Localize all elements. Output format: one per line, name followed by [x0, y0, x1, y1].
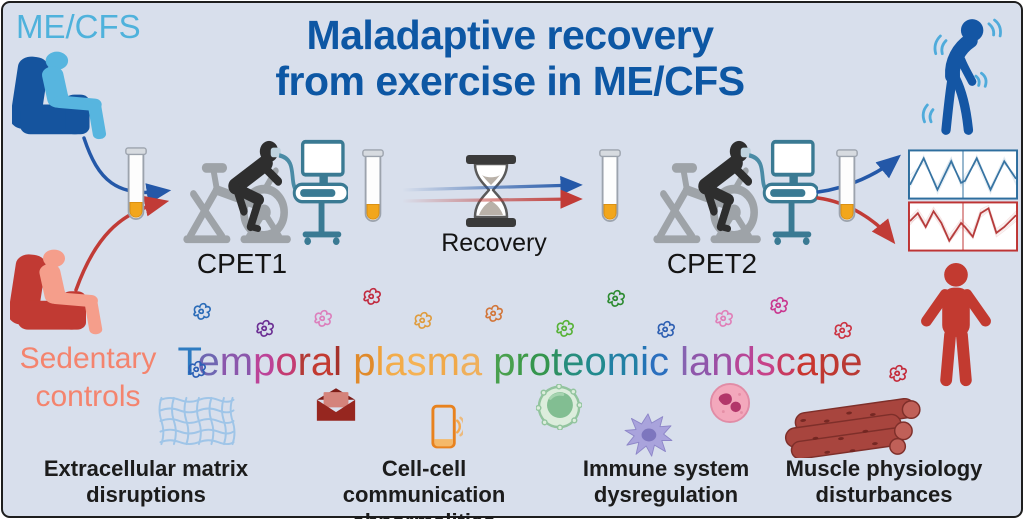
protein-squiggle-icon — [713, 307, 734, 328]
protein-squiggle-icon — [832, 319, 853, 340]
hourglass-icon — [466, 155, 516, 227]
dendritic-cell-icon — [624, 413, 673, 457]
sedentary-cohort-label: Sedentary controls — [2, 340, 174, 415]
lymphocyte-icon — [536, 384, 582, 430]
protein-squiggle-icon — [191, 300, 212, 321]
sedentary-label-line1: Sedentary — [19, 342, 157, 375]
figure-title-line2: from exercise in ME/CFS — [275, 58, 745, 105]
fatigued-person-icon — [921, 18, 1002, 135]
mecfs-cohort-label: ME/CFS — [16, 8, 141, 45]
blood-sample-tube-icon — [598, 148, 622, 235]
cpet1-label: CPET1 — [196, 248, 288, 279]
extracellular-matrix-mesh-icon — [158, 396, 236, 446]
protein-squiggle-icon — [186, 358, 207, 379]
protein-squiggle-icon — [768, 294, 789, 315]
protein-squiggle-icon — [312, 307, 333, 328]
healthy-standing-person-icon — [921, 262, 991, 387]
outcome-label-cell-communication: Cell-cell communication abnormalities — [342, 456, 506, 519]
outcome-label-extracellular-matrix: Extracellular matrix disruptions — [43, 456, 249, 508]
sedentary-label-line2: controls — [35, 379, 141, 413]
figure-title-line1: Maladaptive recovery — [306, 12, 714, 58]
blue-trajectories-chart-icon — [908, 149, 1018, 200]
proteomic-landscape-headline: Temporal plasma proteomic landscape — [177, 340, 863, 384]
cpet2-label: CPET2 — [666, 248, 758, 279]
recovery-label: Recovery — [441, 229, 547, 257]
eosinophil-icon — [709, 382, 751, 424]
blood-sample-tube-icon — [361, 148, 385, 235]
cpet2-bike-and-metabolic-cart-icon — [650, 138, 818, 246]
protein-squiggle-icon — [483, 302, 504, 323]
blood-sample-tube-icon — [835, 148, 859, 235]
protein-squiggle-icon — [554, 317, 575, 338]
armchair-control-icon — [10, 248, 110, 340]
armchair-patient-icon — [12, 50, 114, 145]
protein-squiggle-icon — [655, 318, 676, 339]
red-trajectories-chart-icon — [908, 201, 1018, 252]
muscle-fiber-icon — [784, 397, 921, 458]
protein-squiggle-icon — [605, 287, 626, 308]
blood-sample-tube-icon — [124, 146, 148, 233]
protein-squiggle-icon — [361, 285, 382, 306]
cpet1-bike-and-metabolic-cart-icon — [180, 138, 348, 246]
protein-squiggle-icon — [887, 362, 908, 383]
outcome-label-muscle-physiology: Muscle physiology disturbances — [785, 456, 983, 508]
outcome-label-immune-system: Immune system dysregulation — [582, 456, 750, 508]
figure-title: Maladaptive recovery from exercise in ME… — [200, 12, 820, 105]
protein-squiggle-icon — [254, 317, 275, 338]
phone-icon — [431, 404, 463, 449]
protein-squiggle-icon — [412, 309, 433, 330]
envelope-icon — [316, 388, 356, 421]
